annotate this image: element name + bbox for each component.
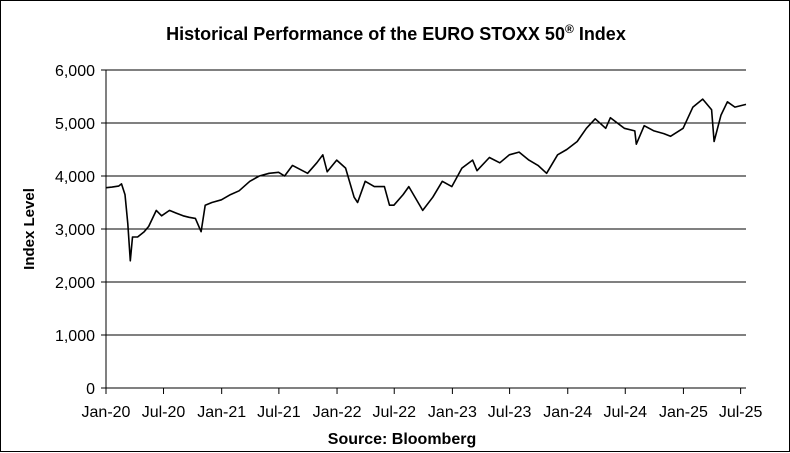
- series-line: [106, 98, 747, 262]
- y-tick-label: 6,000: [55, 63, 95, 80]
- x-tick-label: Jan-22: [313, 404, 362, 421]
- x-tick-label: Jul-20: [142, 404, 186, 421]
- x-tick-label: Jan-25: [659, 404, 708, 421]
- x-tick-label: Jan-24: [543, 404, 592, 421]
- chart-title: Historical Performance of the EURO STOXX…: [166, 22, 626, 44]
- y-tick-label: 2,000: [55, 275, 95, 292]
- x-tick-label: Jul-24: [603, 404, 647, 421]
- x-tick-label: Jan-23: [428, 404, 477, 421]
- x-tick-label: Jul-25: [719, 404, 763, 421]
- x-axis-ticks: Jan-20 Jul-20 Jan-21 Jul-21 Jan-22 Jul-22 Jan-…: [82, 388, 763, 421]
- y-tick-label: 0: [86, 381, 95, 398]
- y-tick-label: 3,000: [55, 222, 95, 239]
- y-axis-ticks: 0 1,000 2,000 3,000 4,000 5,000 6,000: [55, 63, 106, 398]
- x-tick-label: Jul-22: [372, 404, 416, 421]
- x-tick-label: Jul-23: [488, 404, 532, 421]
- x-tick-label: Jul-21: [257, 404, 301, 421]
- y-axis-label: Index Level: [21, 188, 38, 270]
- y-tick-label: 1,000: [55, 328, 95, 345]
- y-tick-label: 4,000: [55, 169, 95, 186]
- x-tick-label: Jan-20: [82, 404, 131, 421]
- x-tick-label: Jan-21: [197, 404, 246, 421]
- y-tick-label: 5,000: [55, 116, 95, 133]
- source-label: Source: Bloomberg: [328, 431, 476, 448]
- gridlines: [106, 69, 746, 336]
